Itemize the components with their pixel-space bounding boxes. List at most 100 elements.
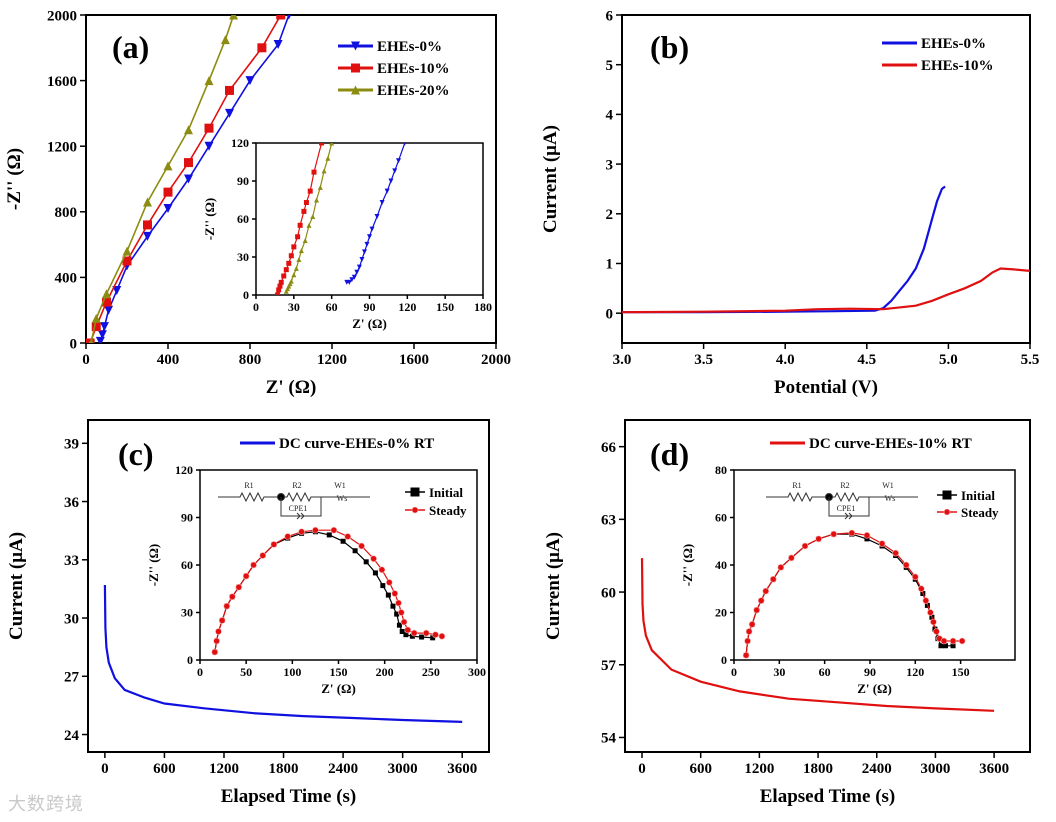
data-point <box>225 108 234 118</box>
x-tick-label: 1200 <box>317 352 347 368</box>
data-point <box>245 76 255 86</box>
x-tick-label: 400 <box>157 352 180 368</box>
data-point <box>830 530 838 538</box>
data-point <box>395 599 402 607</box>
data-point <box>286 283 292 289</box>
data-point <box>285 286 291 292</box>
data-point <box>943 643 949 649</box>
panel-a_in: 0 30 60 90 120 150 180 0 30 60 90 120 Z' (Ω) -Z'' (Ω) <box>202 136 492 331</box>
panel-label: (c) <box>118 436 154 472</box>
y-axis-label: -Z'' (Ω) <box>202 198 217 241</box>
x-tick-label: 0 <box>101 761 109 777</box>
x-tick-label: 250 <box>422 665 440 679</box>
data-point <box>204 123 214 133</box>
data-point <box>274 292 280 295</box>
x-tick-label: 180 <box>474 300 492 314</box>
data-point <box>757 597 765 604</box>
x-tick-label: 3000 <box>920 761 950 777</box>
data-point <box>301 208 307 214</box>
x-tick-label: 90 <box>364 300 376 314</box>
data-point <box>777 564 785 571</box>
data-point <box>229 593 236 600</box>
data-point <box>762 587 770 595</box>
series-group <box>274 143 407 295</box>
data-point <box>340 538 346 544</box>
data-point <box>88 338 94 343</box>
legend-label: EHEs-0% <box>921 36 986 52</box>
x-tick-label: 3600 <box>447 761 477 777</box>
data-point <box>220 35 230 45</box>
data-point <box>122 256 132 266</box>
x-tick-label: 3000 <box>388 761 418 777</box>
series-line-EHEs-20% <box>285 143 333 292</box>
legend-label: Initial <box>429 485 463 500</box>
data-point <box>379 200 385 206</box>
data-point <box>302 238 308 244</box>
series-line-EHEs-0% <box>622 185 946 314</box>
y-tick-label: 63 <box>601 513 616 529</box>
y-tick-label: 40 <box>715 558 727 572</box>
data-point <box>918 585 925 593</box>
panel-d: 0 600 1200 1800 2400 3000 36005457606366Elapse… <box>543 419 1031 807</box>
x-tick-label: 0 <box>197 665 203 679</box>
data-point <box>380 583 386 589</box>
data-point <box>403 632 409 638</box>
y-tick-label: 36 <box>64 495 80 511</box>
data-point <box>225 85 234 95</box>
data-point <box>283 267 289 273</box>
data-point <box>745 628 753 635</box>
data-point <box>259 552 267 559</box>
series-group <box>211 526 446 656</box>
y-tick-label: 1200 <box>47 139 77 155</box>
data-point <box>438 632 446 640</box>
data-point <box>184 174 193 184</box>
data-point <box>204 141 214 151</box>
data-point <box>211 648 219 656</box>
series-group <box>622 185 1030 314</box>
data-point <box>297 222 303 228</box>
x-tick-label: 5.5 <box>1021 352 1040 368</box>
x-tick-label: 1800 <box>269 761 299 777</box>
data-point <box>367 234 372 240</box>
data-point <box>143 220 152 230</box>
data-point <box>744 637 751 645</box>
plot-frame <box>624 419 1031 753</box>
data-point <box>303 200 309 206</box>
data-point <box>397 609 405 616</box>
legend-item: DC curve-EHEs-0% RT <box>240 436 434 452</box>
data-point <box>372 570 378 576</box>
circuit-label-cpe: CPE1 <box>837 504 856 513</box>
x-axis-label: Z' (Ω) <box>321 681 356 696</box>
x-tick-label: 1200 <box>744 761 774 777</box>
circuit-label-w1: W1 <box>882 481 894 490</box>
y-tick-label: 39 <box>64 437 79 453</box>
x-tick-label: 90 <box>864 665 876 679</box>
x-tick-label: 1200 <box>209 761 239 777</box>
x-tick-label: 3600 <box>979 761 1009 777</box>
circuit-label-r2: R2 <box>840 481 849 490</box>
data-point <box>863 532 871 539</box>
y-tick-label: 120 <box>231 136 249 150</box>
x-tick-label: 0 <box>731 665 737 679</box>
x-axis-label: Z' (Ω) <box>266 377 317 398</box>
y-tick-label: 1 <box>606 257 614 273</box>
data-point <box>163 204 173 214</box>
series-line-EHEs-0% <box>346 143 406 283</box>
y-tick-label: 27 <box>64 670 80 686</box>
panel-c_in: 0 50 100 150 200 250 300 0 30 60 90 120 Z' (Ω) -Z'' (… <box>146 463 486 696</box>
panel-b: 3.0 3.5 4.0 4.5 5.0 5.5 0 1 2 3 4 5 6 Potential (V) Cu… <box>540 8 1039 398</box>
x-tick-label: 300 <box>468 665 486 679</box>
data-point <box>892 549 899 557</box>
circuit-label-ws: Ws <box>337 494 348 503</box>
data-point <box>388 178 394 184</box>
data-point <box>400 618 408 626</box>
plot-frame <box>255 142 484 296</box>
y-tick-label: 2000 <box>47 8 77 24</box>
data-point <box>102 289 111 299</box>
circuit-label-r1: R1 <box>244 481 253 490</box>
data-point <box>306 222 312 228</box>
data-point <box>270 541 278 548</box>
panel-label: (a) <box>112 29 149 65</box>
data-point <box>311 169 317 175</box>
data-point <box>104 305 114 315</box>
